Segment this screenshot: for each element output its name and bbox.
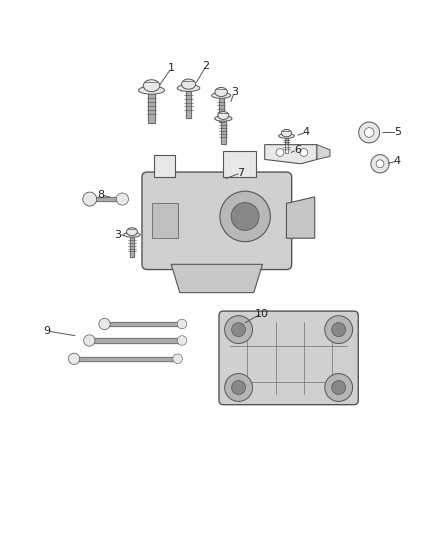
- Circle shape: [371, 155, 389, 173]
- Circle shape: [220, 191, 270, 241]
- Bar: [221, 118, 226, 144]
- Text: 5: 5: [394, 127, 401, 138]
- Circle shape: [232, 322, 246, 336]
- Text: 3: 3: [231, 87, 238, 98]
- Circle shape: [225, 316, 253, 344]
- FancyBboxPatch shape: [142, 172, 292, 270]
- Circle shape: [116, 193, 128, 205]
- Bar: [148, 90, 155, 123]
- Bar: [102, 322, 184, 326]
- Text: 4: 4: [303, 127, 310, 138]
- Circle shape: [325, 374, 353, 401]
- Ellipse shape: [177, 85, 200, 92]
- Circle shape: [83, 192, 97, 206]
- Text: 1: 1: [168, 63, 175, 74]
- Circle shape: [325, 316, 353, 344]
- Ellipse shape: [281, 130, 292, 137]
- Bar: [285, 136, 288, 154]
- Ellipse shape: [279, 134, 294, 138]
- Bar: [186, 88, 191, 118]
- Bar: [71, 357, 180, 361]
- Text: 8: 8: [97, 190, 104, 200]
- Circle shape: [68, 353, 80, 365]
- Bar: [152, 204, 178, 238]
- Circle shape: [300, 149, 308, 156]
- Bar: [221, 118, 226, 144]
- Polygon shape: [265, 144, 317, 164]
- Bar: [86, 197, 125, 201]
- Circle shape: [177, 336, 187, 345]
- Circle shape: [173, 354, 183, 364]
- Bar: [86, 338, 184, 343]
- Polygon shape: [286, 197, 315, 238]
- Circle shape: [332, 381, 346, 394]
- Polygon shape: [317, 144, 330, 159]
- Bar: [86, 338, 184, 343]
- Polygon shape: [171, 264, 262, 293]
- Ellipse shape: [143, 80, 160, 92]
- Text: 6: 6: [294, 145, 301, 155]
- Bar: [285, 136, 288, 154]
- Text: 3: 3: [114, 230, 121, 240]
- Ellipse shape: [215, 116, 232, 121]
- Polygon shape: [154, 155, 176, 177]
- Circle shape: [84, 335, 95, 346]
- Bar: [130, 235, 134, 257]
- Bar: [130, 235, 134, 257]
- Circle shape: [231, 203, 259, 230]
- Text: 10: 10: [254, 309, 268, 319]
- Circle shape: [99, 318, 110, 329]
- Bar: [71, 357, 180, 361]
- Bar: [219, 95, 223, 123]
- Ellipse shape: [181, 79, 196, 89]
- Text: 2: 2: [202, 61, 209, 71]
- Circle shape: [232, 381, 246, 394]
- Circle shape: [376, 160, 384, 168]
- Ellipse shape: [138, 86, 165, 94]
- Text: 9: 9: [43, 326, 51, 336]
- Ellipse shape: [212, 93, 231, 98]
- Circle shape: [359, 122, 380, 143]
- Bar: [86, 197, 125, 201]
- Bar: [102, 322, 184, 326]
- Bar: [186, 88, 191, 118]
- Circle shape: [276, 149, 284, 156]
- Circle shape: [332, 322, 346, 336]
- Polygon shape: [223, 151, 256, 177]
- Ellipse shape: [127, 228, 138, 236]
- Circle shape: [177, 319, 187, 329]
- Text: 7: 7: [237, 168, 244, 178]
- Text: 4: 4: [394, 156, 401, 166]
- Bar: [148, 90, 155, 123]
- Ellipse shape: [218, 111, 229, 119]
- Ellipse shape: [124, 232, 140, 237]
- Circle shape: [364, 128, 374, 137]
- FancyBboxPatch shape: [219, 311, 358, 405]
- Ellipse shape: [215, 87, 227, 96]
- Circle shape: [225, 374, 253, 401]
- Bar: [219, 95, 223, 123]
